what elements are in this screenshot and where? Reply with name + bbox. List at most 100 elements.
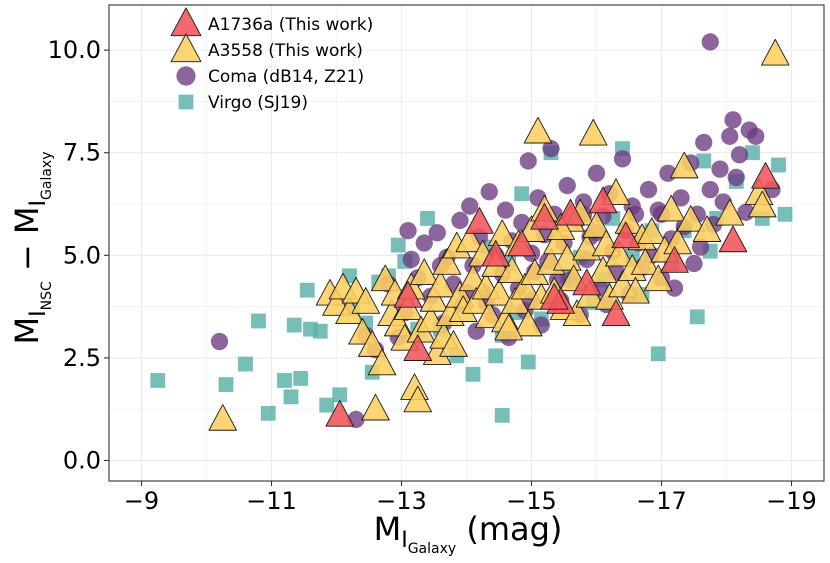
- data-point: [605, 239, 634, 267]
- data-point: [510, 272, 540, 300]
- data-point: [592, 229, 621, 257]
- data-point: [696, 153, 712, 169]
- data-point: [761, 38, 790, 66]
- data-point: [639, 181, 658, 199]
- data-point: [465, 207, 494, 234]
- data-point: [692, 215, 722, 242]
- data-point: [210, 332, 229, 351]
- data-point: [325, 400, 354, 427]
- data-point: [582, 211, 611, 238]
- data-point: [514, 186, 530, 202]
- legend-key: [176, 66, 196, 86]
- y-axis-title: MINSC − MIGalaxy: [8, 152, 55, 345]
- data-point: [689, 309, 705, 325]
- data-point: [399, 222, 417, 240]
- data-point: [238, 356, 253, 372]
- data-point: [480, 183, 498, 201]
- y-tick-label: 10.0: [48, 36, 101, 64]
- data-point: [670, 151, 699, 179]
- data-point: [410, 258, 439, 286]
- data-point: [711, 160, 729, 178]
- data-point: [462, 287, 491, 314]
- data-point: [402, 250, 420, 269]
- data-point: [494, 407, 510, 423]
- data-point: [685, 254, 703, 273]
- x-tick-label: −11: [246, 487, 297, 515]
- data-point: [428, 224, 446, 242]
- data-point: [358, 330, 387, 357]
- data-point: [747, 127, 765, 145]
- data-point: [494, 313, 523, 341]
- data-point: [432, 248, 462, 275]
- data-point: [611, 221, 640, 249]
- data-point: [715, 198, 744, 226]
- data-point: [556, 198, 585, 226]
- data-point: [361, 393, 390, 421]
- data-points: [150, 33, 793, 431]
- series-a1736a: [325, 162, 780, 427]
- series-a3558: [208, 38, 790, 431]
- legend: A1736a (This work) A3558 (This work) Coma …: [170, 7, 373, 113]
- data-point: [748, 190, 777, 218]
- data-point: [497, 256, 527, 283]
- data-point: [488, 219, 517, 247]
- data-point: [579, 118, 608, 146]
- data-point: [745, 145, 760, 161]
- data-point: [351, 287, 380, 314]
- data-point: [751, 162, 780, 189]
- data-point: [637, 217, 666, 244]
- data-point: [403, 334, 432, 361]
- legend-label: Virgo (SJ19): [208, 93, 308, 113]
- data-point: [542, 139, 560, 158]
- data-point: [475, 301, 504, 329]
- panel-border: [108, 4, 825, 482]
- data-point: [665, 279, 684, 297]
- data-point: [390, 237, 406, 253]
- legend-item: A3558 (This work): [170, 33, 363, 63]
- data-point: [650, 346, 666, 362]
- data-point: [299, 282, 315, 298]
- data-point: [587, 164, 606, 182]
- data-point: [724, 111, 742, 129]
- x-axis-title: MIGalaxy (mag): [374, 510, 563, 557]
- data-point: [588, 186, 618, 214]
- data-point: [439, 330, 468, 357]
- data-point: [730, 146, 749, 164]
- legend-item: Virgo (SJ19): [178, 93, 308, 113]
- data-point: [657, 194, 686, 222]
- legend-label: A3558 (This work): [208, 41, 363, 61]
- data-point: [691, 238, 710, 256]
- data-point: [777, 206, 793, 222]
- data-point: [403, 385, 432, 413]
- data-point: [572, 268, 601, 296]
- data-point: [283, 389, 299, 405]
- data-point: [621, 276, 650, 304]
- data-point: [523, 116, 553, 144]
- data-point: [277, 373, 292, 388]
- data-point: [481, 239, 510, 267]
- x-tick-label: −15: [506, 487, 557, 515]
- data-point: [721, 127, 739, 145]
- legend-label: Coma (dB14, Z21): [208, 67, 364, 87]
- data-point: [540, 283, 569, 310]
- data-point: [514, 309, 543, 337]
- data-point: [718, 225, 748, 253]
- data-point: [367, 348, 397, 376]
- data-point: [461, 197, 479, 215]
- data-point: [507, 229, 536, 257]
- data-point: [420, 210, 435, 226]
- legend-item: Coma (dB14, Z21): [176, 66, 364, 87]
- data-point: [319, 397, 335, 413]
- y-tick-label: 2.5: [63, 344, 101, 372]
- data-point: [588, 256, 618, 283]
- data-point: [260, 405, 276, 421]
- data-point: [727, 168, 745, 186]
- x-tick-label: −9: [124, 487, 159, 515]
- data-point: [695, 133, 713, 152]
- data-point: [465, 366, 481, 382]
- data-point: [501, 287, 530, 314]
- data-point: [771, 157, 786, 173]
- data-point: [701, 181, 719, 199]
- data-point: [150, 373, 166, 388]
- data-point: [660, 246, 689, 273]
